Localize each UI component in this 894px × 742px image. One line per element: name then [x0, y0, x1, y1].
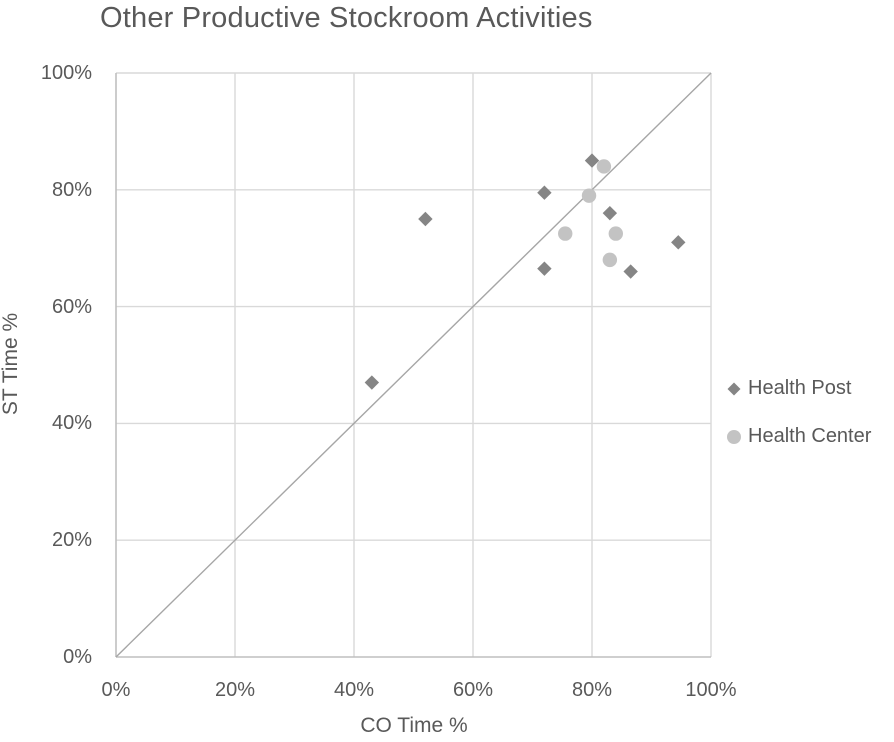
x-tick-label: 80%: [571, 679, 613, 701]
health-center-data-point: [581, 188, 597, 203]
legend: Health Post Health Center: [726, 377, 871, 448]
y-tick-label: 20%: [51, 529, 92, 552]
health-post-data-point: [584, 153, 600, 168]
health-center-data-point: [596, 159, 612, 174]
legend-label: Health Post: [748, 377, 852, 399]
x-tick-label: 60%: [452, 679, 494, 701]
legend-item-health-center: Health Center: [726, 425, 871, 448]
y-tick-label: 100%: [40, 62, 92, 84]
x-tick-label: 100%: [685, 679, 737, 701]
x-tick-label: 20%: [214, 679, 256, 701]
circle-icon: [727, 429, 741, 444]
y-tick-label: 0%: [63, 646, 92, 668]
health-post-data-point: [418, 211, 433, 227]
health-center-data-point: [602, 252, 618, 268]
health-post-data-point: [537, 261, 552, 276]
health-post-data-point: [623, 264, 638, 279]
legend-item-health-post: Health Post: [726, 377, 871, 400]
y-axis-title: ST Time %: [0, 312, 22, 416]
health-post-data-point: [537, 185, 552, 200]
x-axis-title: CO Time %: [360, 714, 468, 737]
health-center-data-point: [558, 226, 573, 241]
diamond-icon: [727, 382, 741, 395]
health-post-data-point: [364, 375, 380, 390]
x-tick-label: 0%: [101, 679, 131, 701]
health-post-data-point: [602, 205, 618, 221]
y-tick-label: 60%: [51, 295, 92, 318]
legend-label: Health Center: [748, 425, 872, 447]
chart-title: Other Productive Stockroom Activities: [100, 2, 593, 34]
health-post-data-point: [671, 235, 686, 250]
y-tick-label: 40%: [51, 412, 92, 435]
y-tick-label: 80%: [51, 178, 92, 201]
diagonal-reference-line: [115, 72, 712, 658]
x-tick-label: 40%: [333, 679, 375, 701]
health-center-data-point: [608, 226, 623, 241]
